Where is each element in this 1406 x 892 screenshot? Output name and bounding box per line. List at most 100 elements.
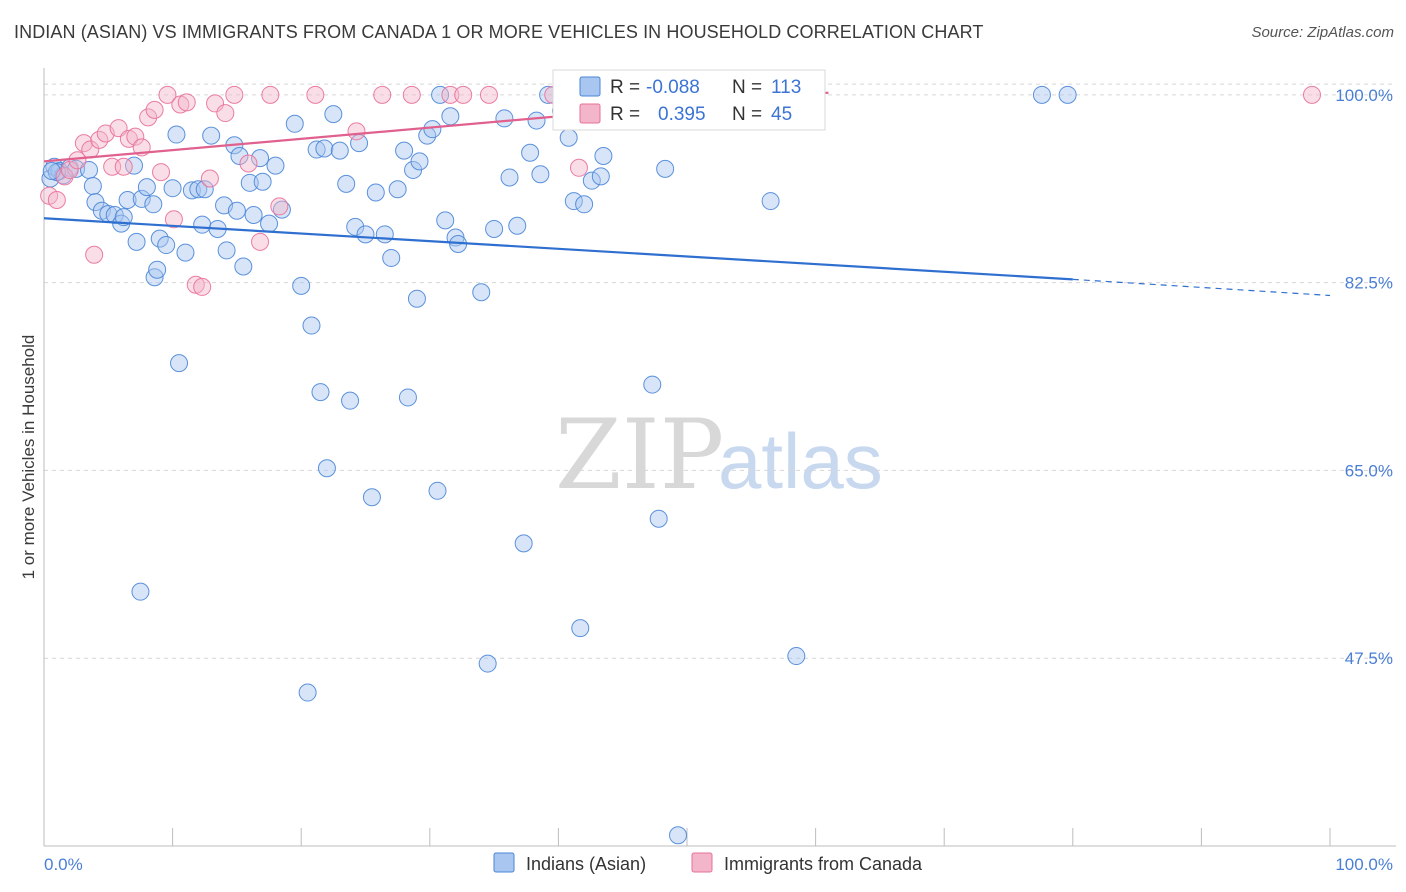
legend-n-value-blue: 113 bbox=[771, 77, 801, 98]
data-point bbox=[564, 192, 583, 211]
data-point bbox=[163, 179, 182, 198]
data-point bbox=[508, 216, 527, 235]
data-point bbox=[90, 130, 109, 149]
data-point bbox=[1032, 85, 1051, 104]
x-axis-label-right: 100.0% bbox=[1335, 855, 1393, 874]
data-point bbox=[164, 210, 183, 229]
data-point bbox=[495, 109, 514, 128]
data-point bbox=[346, 217, 365, 236]
chart-title: INDIAN (ASIAN) VS IMMIGRANTS FROM CANADA… bbox=[14, 22, 984, 42]
data-point bbox=[193, 215, 212, 234]
data-point bbox=[202, 126, 221, 145]
data-point bbox=[74, 134, 93, 153]
data-point bbox=[485, 219, 504, 238]
bottom-legend-swatch-blue bbox=[493, 852, 515, 873]
data-point bbox=[330, 141, 349, 160]
data-point bbox=[167, 125, 186, 144]
data-point bbox=[1302, 85, 1321, 104]
data-point bbox=[292, 276, 311, 295]
data-point bbox=[302, 316, 321, 335]
data-point bbox=[189, 180, 208, 199]
data-point bbox=[472, 283, 491, 302]
data-point bbox=[656, 159, 675, 178]
stats-legend: R = -0.088 N = 113 R = 0.395 N = 45 bbox=[552, 69, 826, 131]
data-point bbox=[200, 169, 219, 188]
data-point bbox=[787, 647, 806, 666]
data-point bbox=[234, 257, 253, 276]
data-point bbox=[521, 143, 540, 162]
data-point bbox=[500, 168, 519, 187]
data-point bbox=[395, 141, 414, 160]
data-point bbox=[176, 243, 195, 262]
data-point bbox=[362, 488, 381, 507]
data-point bbox=[571, 619, 590, 638]
data-point bbox=[569, 158, 588, 177]
bottom-legend-label-pink: Immigrants from Canada bbox=[724, 854, 923, 874]
data-point bbox=[182, 181, 201, 200]
data-point bbox=[239, 154, 258, 173]
data-point bbox=[114, 208, 133, 227]
data-point bbox=[410, 152, 429, 171]
trend-line-indians bbox=[43, 217, 1073, 281]
data-point bbox=[261, 85, 280, 104]
watermark: ZIP atlas bbox=[555, 399, 883, 511]
watermark-zip: ZIP bbox=[555, 399, 724, 511]
data-point bbox=[441, 85, 460, 104]
data-point bbox=[298, 683, 317, 702]
data-point bbox=[582, 171, 601, 190]
data-point bbox=[527, 111, 546, 130]
data-point bbox=[311, 383, 330, 402]
data-point bbox=[402, 85, 421, 104]
data-point bbox=[227, 201, 246, 220]
data-point bbox=[436, 211, 455, 230]
y-tick-label: 100.0% bbox=[1335, 86, 1393, 105]
data-point bbox=[388, 180, 407, 199]
bottom-legend-swatch-pink bbox=[691, 852, 713, 873]
data-point bbox=[594, 146, 613, 165]
data-point bbox=[148, 260, 167, 279]
data-point bbox=[139, 108, 158, 127]
data-point bbox=[266, 156, 285, 175]
data-point bbox=[478, 654, 497, 673]
data-point bbox=[307, 140, 326, 159]
legend-n-value-pink: 45 bbox=[771, 104, 792, 125]
data-point bbox=[216, 104, 235, 123]
data-point bbox=[347, 122, 366, 141]
axes bbox=[43, 68, 1396, 847]
x-ticks bbox=[43, 828, 1331, 846]
data-point bbox=[260, 214, 279, 233]
data-point bbox=[285, 114, 304, 133]
source-note: Source: ZipAtlas.com bbox=[1251, 24, 1394, 41]
data-point bbox=[127, 232, 146, 251]
x-axis-label-left: 0.0% bbox=[44, 855, 83, 874]
data-point bbox=[126, 127, 145, 146]
data-point bbox=[225, 85, 244, 104]
legend-r-value-blue: -0.088 bbox=[646, 77, 700, 98]
y-tick-label: 82.5% bbox=[1345, 274, 1393, 293]
data-point bbox=[531, 165, 550, 184]
legend-n-label-pink: N = bbox=[732, 104, 762, 125]
trend-line-indians-extension bbox=[1072, 278, 1331, 297]
data-point bbox=[244, 206, 263, 225]
data-point bbox=[145, 100, 164, 119]
data-point bbox=[514, 534, 533, 553]
y-tick-label: 47.5% bbox=[1345, 649, 1393, 668]
legend-swatch-pink bbox=[579, 103, 601, 124]
data-point bbox=[366, 183, 385, 202]
data-point bbox=[251, 149, 270, 168]
data-point bbox=[132, 189, 151, 208]
legend-swatch-blue bbox=[579, 76, 601, 97]
data-point bbox=[60, 160, 79, 179]
legend-r-label-blue: R = bbox=[610, 77, 640, 98]
data-point bbox=[479, 85, 498, 104]
data-point bbox=[193, 277, 212, 296]
y-axis-title: 1 or more Vehicles in Household bbox=[19, 335, 38, 580]
data-point bbox=[177, 93, 196, 112]
data-point bbox=[119, 129, 138, 148]
data-point bbox=[272, 200, 291, 219]
watermark-atlas: atlas bbox=[718, 417, 883, 505]
data-point bbox=[253, 172, 272, 191]
data-point bbox=[230, 146, 249, 165]
data-point bbox=[85, 245, 104, 264]
